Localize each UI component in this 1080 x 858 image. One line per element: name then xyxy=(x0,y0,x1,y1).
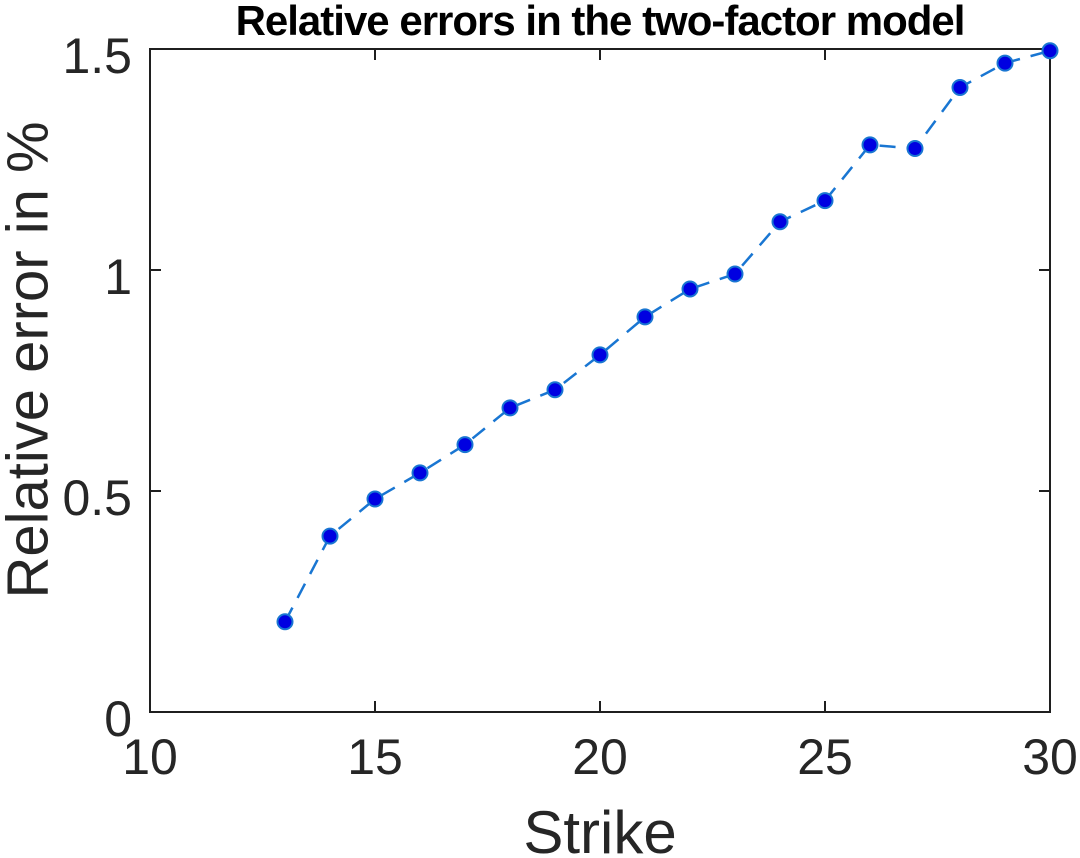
data-point xyxy=(276,613,294,631)
data-point xyxy=(816,192,834,210)
data-point xyxy=(501,399,519,417)
data-point xyxy=(321,527,339,545)
data-point xyxy=(591,346,609,364)
chart-title: Relative errors in the two-factor model xyxy=(235,0,966,44)
data-point xyxy=(861,136,879,154)
x-tick-label: 20 xyxy=(572,729,628,785)
data-point xyxy=(546,381,564,399)
data-point xyxy=(771,213,789,231)
data-point xyxy=(636,308,654,326)
y-tick-label: 0.5 xyxy=(62,470,132,526)
data-point xyxy=(996,54,1014,72)
data-point xyxy=(456,436,474,454)
data-point xyxy=(411,464,429,482)
data-point xyxy=(366,490,384,508)
data-line xyxy=(283,49,1051,623)
data-point xyxy=(951,79,969,96)
data-point xyxy=(681,280,699,298)
x-tick-label: 15 xyxy=(347,729,403,785)
x-tick-label: 25 xyxy=(797,729,853,785)
y-tick-label: 1.5 xyxy=(62,28,132,84)
x-tick-label: 10 xyxy=(122,729,178,785)
y-tick-label: 0 xyxy=(104,691,132,747)
data-point xyxy=(1041,42,1059,60)
x-axis-label: Strike xyxy=(523,799,677,858)
data-point xyxy=(906,140,924,157)
y-tick-label: 1 xyxy=(104,249,132,305)
x-tick-label: 30 xyxy=(1022,729,1078,785)
data-point xyxy=(726,265,744,283)
